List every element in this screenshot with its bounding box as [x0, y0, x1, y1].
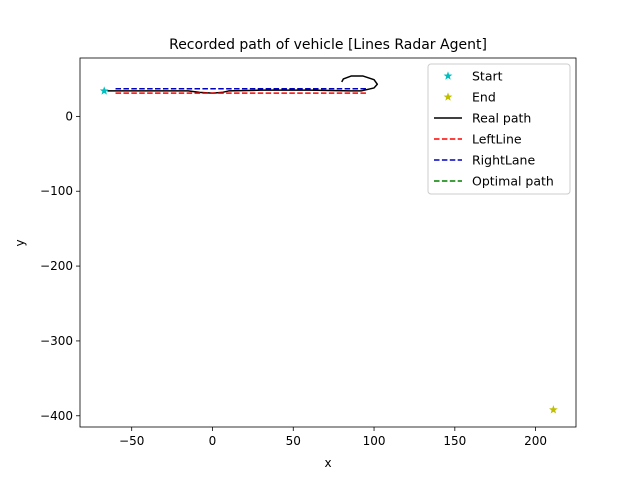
y-tick-label: −400 — [40, 409, 73, 423]
series-real-path — [107, 75, 379, 94]
legend-label-leftline: LeftLine — [472, 132, 522, 147]
x-tick-label: 200 — [524, 434, 547, 448]
legend-label-real-path: Real path — [472, 111, 531, 126]
marker-end — [549, 405, 558, 414]
legend-label-end: End — [472, 90, 496, 105]
plot-frame — [79, 57, 577, 428]
y-axis: 0 −100 −200 −300 −400 — [40, 109, 80, 423]
x-axis-label: x — [324, 456, 331, 470]
y-tick-label: −300 — [40, 334, 73, 348]
legend-label-start: Start — [472, 69, 503, 84]
chart-title: Recorded path of vehicle [Lines Radar Ag… — [169, 37, 487, 53]
legend-marker-end — [443, 92, 453, 101]
legend-marker-start — [443, 71, 453, 80]
legend-label-optimal-path: Optimal path — [472, 174, 554, 189]
plot-area — [79, 57, 577, 428]
legend-label-rightlane: RightLane — [472, 153, 535, 168]
x-tick-label: 50 — [286, 434, 301, 448]
x-tick-label: −50 — [119, 434, 144, 448]
x-tick-label: 0 — [209, 434, 217, 448]
legend: Start End Real path LeftLine RightLane Optima… — [427, 63, 571, 195]
y-tick-label: −100 — [40, 184, 73, 198]
y-axis-label: y — [13, 239, 27, 246]
x-tick-label: 150 — [443, 434, 466, 448]
legend-box — [427, 63, 571, 195]
marker-start — [99, 86, 109, 95]
y-tick-label: 0 — [65, 109, 73, 123]
y-tick-label: −200 — [40, 259, 73, 273]
x-axis: −50 0 50 100 150 200 — [119, 427, 547, 448]
x-tick-label: 100 — [363, 434, 386, 448]
